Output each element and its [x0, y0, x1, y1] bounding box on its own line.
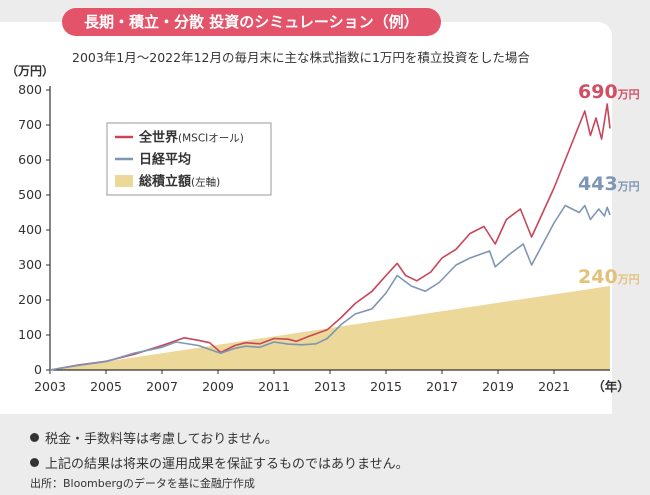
x-tick-label: 2003 [34, 379, 66, 394]
note-text: 上記の結果は将来の運用成果を保証するものではありません。 [45, 457, 409, 472]
x-tick-label: 2015 [370, 379, 402, 394]
series-line-nikkei [49, 204, 611, 371]
source-note: 出所：Bloombergのデータを基に金融庁作成 [30, 477, 255, 490]
y-axis-unit-label: （万円） [6, 64, 55, 78]
end-value-label-total: 240万円 [578, 266, 640, 288]
legend-box [106, 122, 272, 196]
x-tick-label: 2011 [258, 379, 290, 394]
note-item: 税金・手数料等は考慮しておりません。 [30, 428, 409, 447]
x-tick-label: 2013 [314, 379, 346, 394]
note-item: 上記の結果は将来の運用成果を保証するものではありません。 [30, 453, 409, 472]
y-tick-label: 700 [18, 117, 42, 132]
y-tick-label: 800 [18, 82, 42, 97]
y-tick-label: 100 [18, 327, 42, 342]
chart-subtitle: 2003年1月〜2022年12月の毎月末に主な株式指数に1万円を積立投資をした場… [72, 50, 530, 65]
x-tick-label: 2021 [538, 379, 570, 394]
x-tick-label: 2005 [90, 379, 122, 394]
y-tick-label: 500 [18, 187, 42, 202]
page-title: 長期・積立・分散 投資のシミュレーション（例） [62, 8, 441, 36]
bullet-icon [30, 458, 39, 467]
y-tick-label: 400 [18, 222, 42, 237]
y-tick-label: 0 [34, 362, 42, 377]
legend-label: 日経平均 [139, 152, 191, 168]
legend-swatch [115, 175, 133, 187]
note-text: 税金・手数料等は考慮しておりません。 [45, 432, 278, 447]
x-tick-label: 2009 [202, 379, 234, 394]
y-tick-label: 200 [18, 292, 42, 307]
x-tick-label: 2019 [482, 379, 514, 394]
x-tick-label: 2017 [426, 379, 458, 394]
x-tick-label: 2007 [146, 379, 178, 394]
notes-list: 税金・手数料等は考慮しておりません。 上記の結果は将来の運用成果を保証するもので… [30, 428, 409, 478]
end-value-label-nikkei: 443万円 [578, 173, 640, 195]
end-value-label-world: 690万円 [578, 81, 640, 103]
legend-label: 全世界(MSCIオール) [138, 130, 244, 146]
x-axis-unit-label: （年） [592, 379, 630, 394]
y-tick-label: 300 [18, 257, 42, 272]
bullet-icon [30, 433, 39, 442]
series-line-world [49, 103, 611, 371]
legend-label: 総積立額(左軸) [139, 174, 220, 190]
y-tick-label: 600 [18, 152, 42, 167]
